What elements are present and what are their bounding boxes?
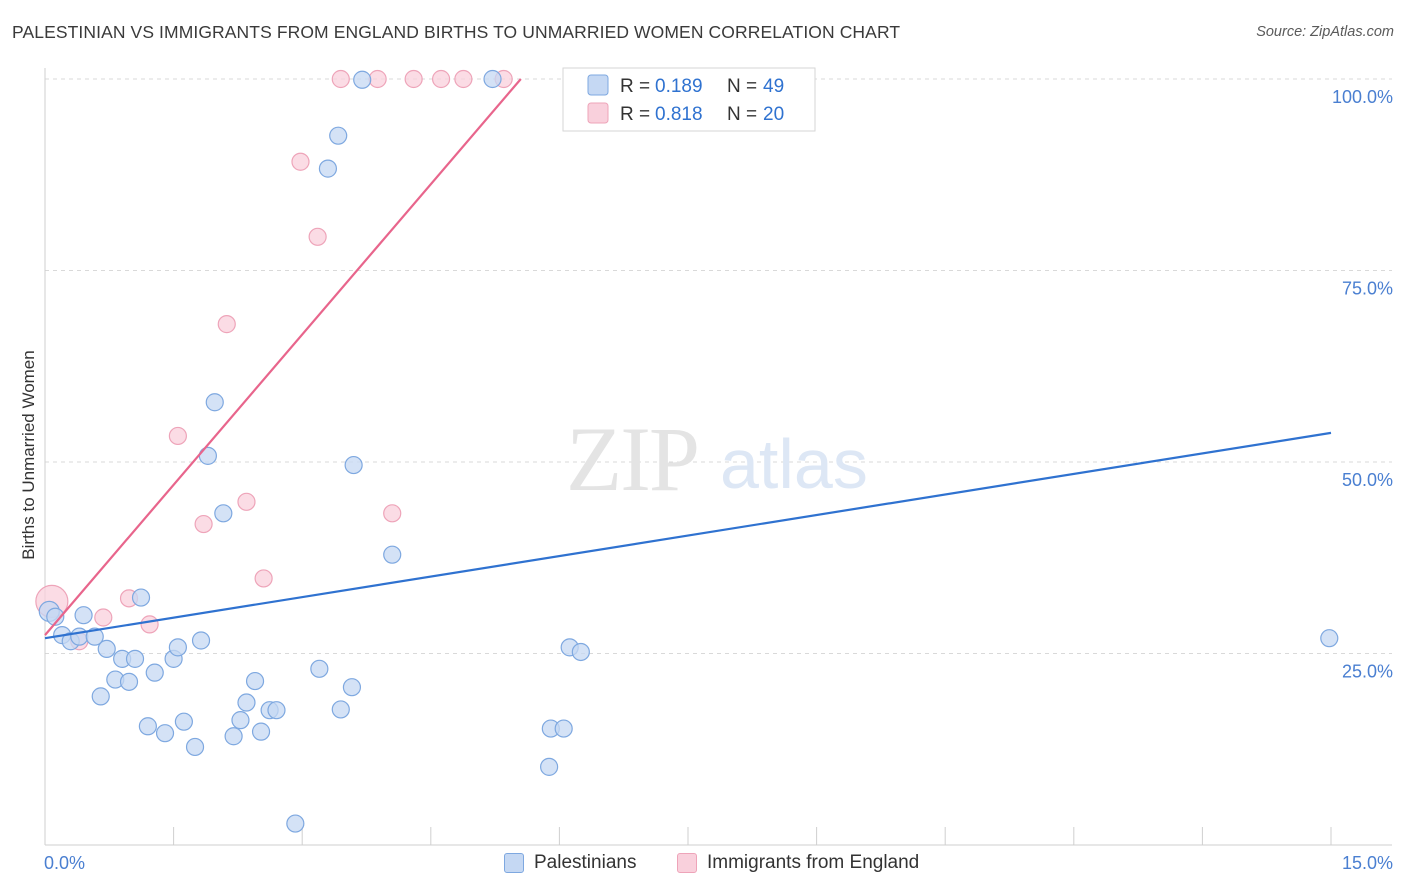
axes (44, 68, 1392, 846)
tick-labels: 25.0% 50.0% 75.0% 100.0% 0.0% 15.0% (44, 87, 1393, 873)
watermark-zip: ZIP (566, 408, 698, 510)
stats-legend: R = 0.189 N = 49 R = 0.818 N = 20 (562, 67, 816, 132)
source-label: Source: ZipAtlas.com (1256, 24, 1394, 40)
point-blue (97, 639, 116, 659)
point-pink (94, 608, 113, 627)
y-axis-label: Births to Unmarried Women (19, 350, 38, 559)
point-pink (454, 69, 473, 89)
legend-swatch-blue (504, 853, 524, 873)
point-pink (308, 227, 327, 246)
point-blue (344, 455, 363, 475)
point-pink (431, 69, 451, 89)
point-blue (483, 69, 502, 89)
point-pink (383, 504, 402, 523)
point-blue (318, 159, 338, 178)
x-tick-label: 15.0% (1342, 853, 1393, 873)
trendline-pink (44, 78, 522, 636)
point-blue (119, 672, 139, 691)
chart-title: PALESTINIAN VS IMMIGRANTS FROM ENGLAND B… (12, 22, 901, 42)
point-blue (1320, 629, 1339, 648)
point-blue (46, 607, 65, 626)
svg-text:R =: R = (620, 76, 650, 97)
legend-label-palestinians: Palestinians (534, 852, 637, 873)
point-pink (291, 152, 310, 171)
point-blue (310, 659, 329, 678)
point-blue (85, 627, 104, 646)
watermark-atlas: atlas (720, 425, 868, 503)
point-blue (245, 671, 265, 691)
legend-swatch-england (587, 102, 609, 124)
svg-text:N =: N = (727, 76, 757, 97)
point-blue (174, 712, 193, 731)
point-blue (251, 722, 271, 741)
point-pink (331, 69, 350, 89)
point-blue (198, 446, 217, 465)
point-pink (254, 569, 273, 588)
y-tick-label: 100.0% (1332, 87, 1393, 107)
points (35, 69, 1339, 833)
point-pink (140, 615, 159, 634)
point-blue (191, 631, 211, 650)
stat-n-england: 20 (763, 104, 784, 125)
trendlines (44, 78, 1332, 640)
point-blue (286, 814, 305, 833)
svg-text:N =: N = (727, 104, 757, 125)
svg-text:R =: R = (620, 104, 650, 125)
point-blue (342, 678, 362, 697)
y-tick-label: 25.0% (1342, 662, 1393, 682)
point-pink (404, 69, 423, 89)
point-pink (237, 492, 256, 511)
point-blue (329, 126, 348, 145)
point-blue (237, 693, 256, 712)
point-pink (217, 315, 236, 334)
point-blue (231, 711, 250, 730)
point-blue (125, 649, 145, 668)
legend-england[interactable]: Immigrants from England (677, 852, 919, 874)
point-blue (91, 687, 110, 706)
point-blue (185, 737, 205, 757)
point-blue (214, 504, 233, 523)
point-blue (540, 757, 559, 776)
y-tick-label: 50.0% (1342, 470, 1393, 490)
point-blue (138, 717, 157, 736)
trendline-blue (44, 431, 1332, 640)
point-blue (74, 606, 93, 625)
stat-r-england: 0.818 (655, 104, 703, 125)
stat-n-palestinians: 49 (763, 76, 784, 97)
watermark: ZIP atlas (566, 408, 868, 510)
point-blue (168, 638, 187, 657)
gridlines (45, 78, 1392, 654)
point-blue (155, 724, 175, 743)
point-pink (194, 514, 213, 534)
point-blue (131, 588, 151, 607)
x-tick-label: 0.0% (44, 853, 85, 873)
point-pink (168, 426, 187, 446)
legend-swatch-pink (677, 853, 697, 873)
point-blue (267, 701, 286, 720)
legend-swatch-palestinians (587, 74, 609, 96)
point-blue (571, 642, 590, 662)
point-blue (383, 545, 402, 564)
point-blue (205, 393, 224, 412)
point-blue (353, 70, 372, 89)
point-blue (554, 719, 573, 738)
y-tick-label: 75.0% (1342, 279, 1393, 299)
point-blue (331, 700, 350, 719)
legend-label-england: Immigrants from England (707, 852, 920, 873)
stat-r-palestinians: 0.189 (655, 76, 703, 97)
point-blue (145, 663, 164, 682)
legend-palestinians[interactable]: Palestinians (504, 852, 636, 874)
point-blue (224, 727, 243, 746)
point-pink (368, 69, 387, 89)
